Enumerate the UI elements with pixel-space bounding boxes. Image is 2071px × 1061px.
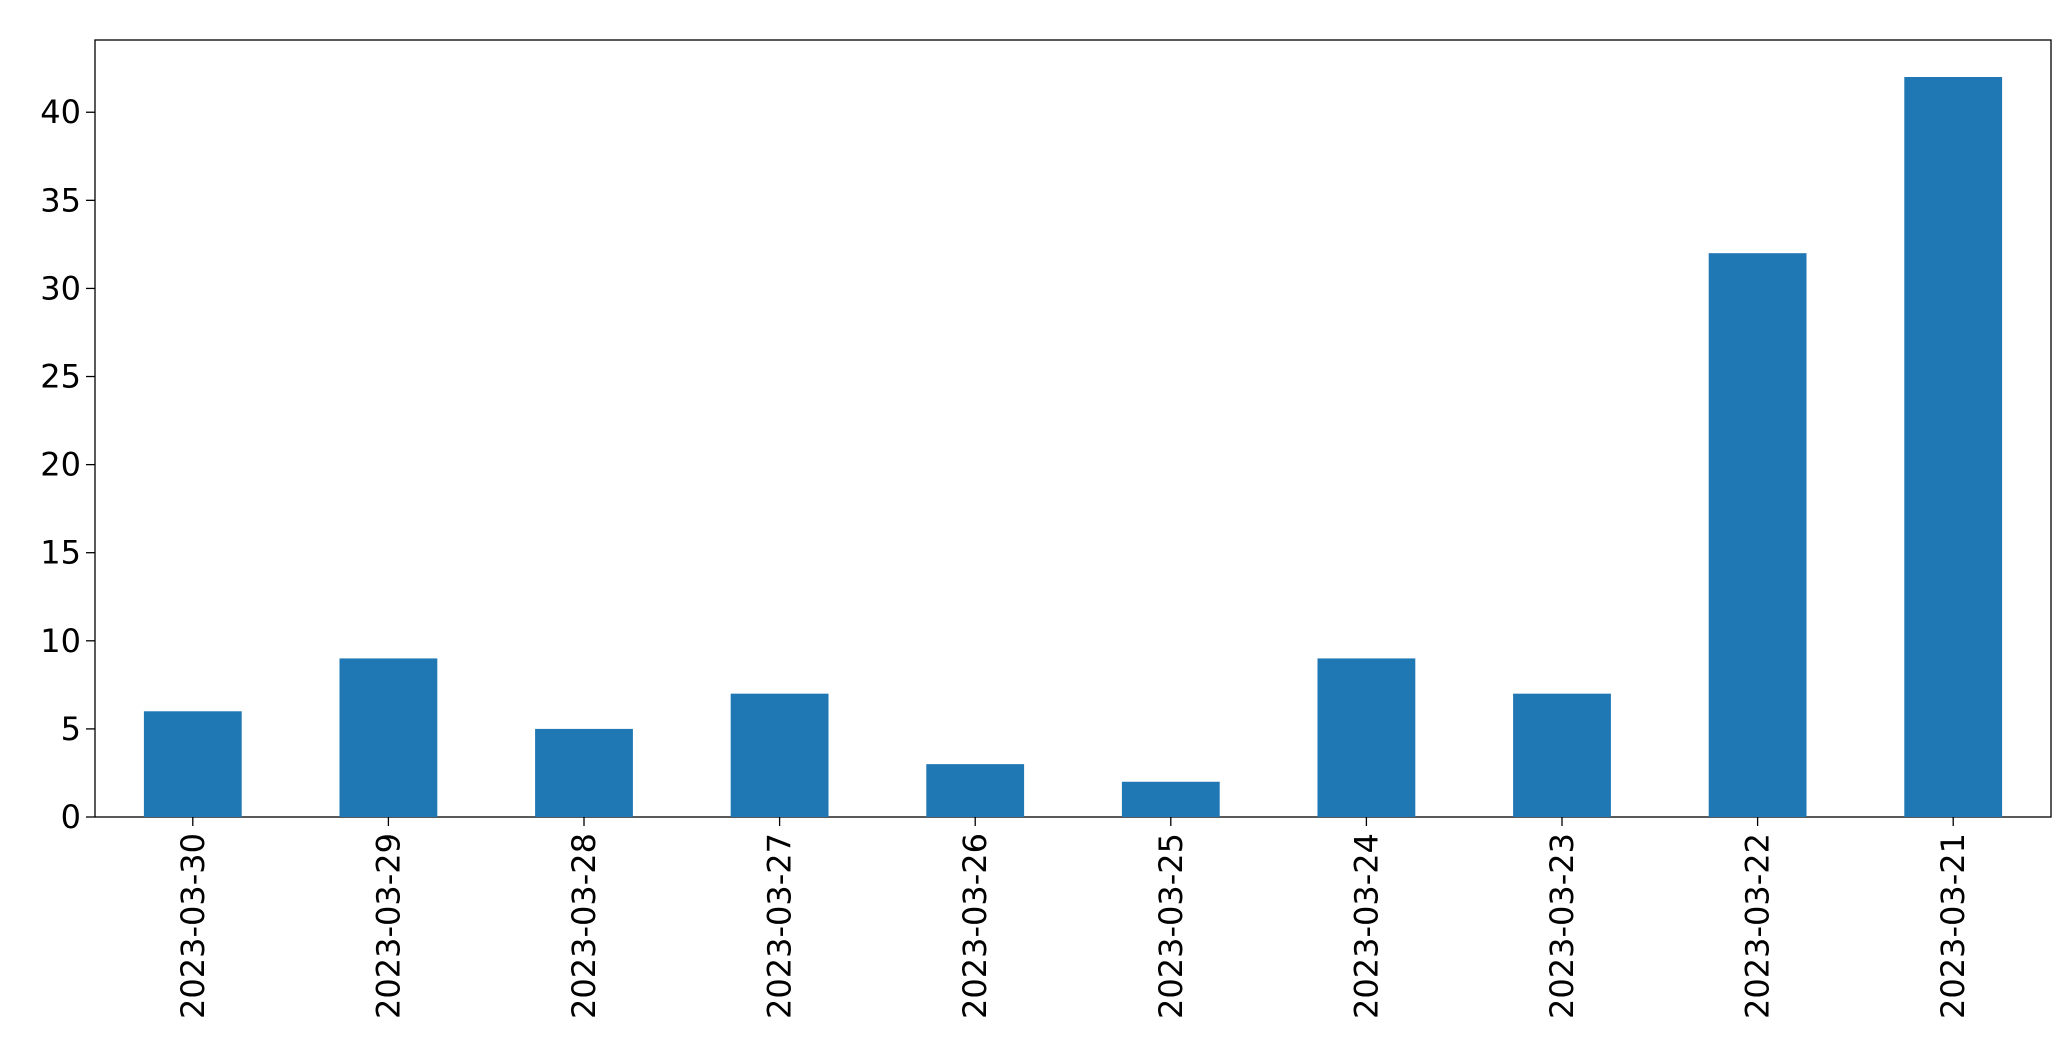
y-tick-label: 30 xyxy=(40,269,81,307)
x-tick-label: 2023-03-27 xyxy=(761,833,799,1019)
x-tick-label: 2023-03-28 xyxy=(565,833,603,1019)
y-tick-label: 10 xyxy=(40,622,81,660)
y-tick-label: 15 xyxy=(40,534,81,572)
x-tick-label: 2023-03-25 xyxy=(1152,833,1190,1019)
bar xyxy=(1708,253,1807,817)
bar xyxy=(339,658,438,817)
bar xyxy=(730,693,829,817)
bar xyxy=(143,711,242,817)
x-tick-label: 2023-03-22 xyxy=(1739,833,1777,1019)
x-tick-label: 2023-03-24 xyxy=(1347,833,1385,1019)
x-tick-label: 2023-03-23 xyxy=(1543,833,1581,1019)
bar xyxy=(535,728,633,817)
bar xyxy=(926,764,1025,817)
bar xyxy=(1513,693,1611,817)
y-tick-label: 25 xyxy=(40,358,81,396)
y-tick-label: 20 xyxy=(40,446,81,484)
x-tick-label: 2023-03-30 xyxy=(174,833,212,1019)
x-tick-label: 2023-03-21 xyxy=(1934,833,1972,1019)
x-tick-label: 2023-03-26 xyxy=(956,833,994,1019)
plot-frame xyxy=(94,39,2052,818)
y-tick-label: 5 xyxy=(61,710,81,748)
bar xyxy=(1317,658,1416,817)
bar xyxy=(1904,77,2003,817)
y-tick-label: 0 xyxy=(61,798,81,836)
y-tick-label: 35 xyxy=(40,181,81,219)
x-tick-label: 2023-03-29 xyxy=(369,833,407,1019)
y-tick-label: 40 xyxy=(40,93,81,131)
bar xyxy=(1121,781,1220,817)
